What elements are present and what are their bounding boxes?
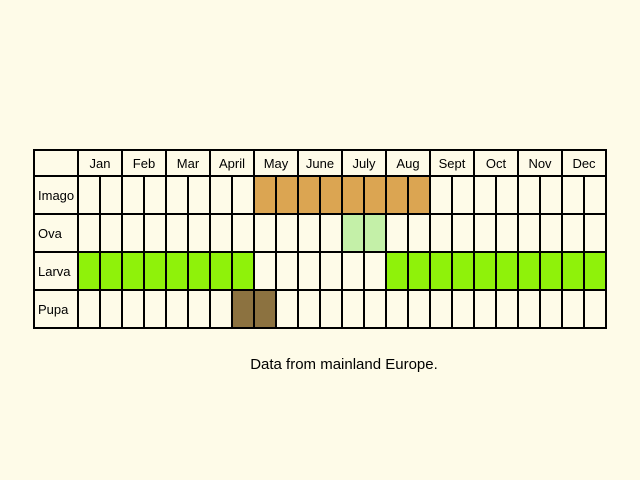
month-label: Jan [90,156,111,171]
activity-cell-larva [166,252,188,290]
month-label: April [219,156,245,171]
month-label: Nov [528,156,552,171]
stage-label: Pupa [38,302,69,317]
chart-caption: Data from mainland Europe. [250,356,438,373]
activity-cell-ova [342,214,364,252]
activity-cell-larva [386,252,408,290]
activity-cell-larva [210,252,232,290]
month-label: Oct [486,156,507,171]
activity-cell-larva [188,252,210,290]
activity-cell-ova [364,214,386,252]
activity-cell-larva [430,252,452,290]
activity-cell-larva [584,252,606,290]
activity-cell-larva [540,252,562,290]
activity-cell-pupa [254,290,276,328]
stage-label: Larva [38,264,71,279]
month-label: Mar [177,156,200,171]
month-label: May [264,156,289,171]
month-label: July [352,156,376,171]
activity-cell-larva [78,252,100,290]
activity-cell-imago [408,176,430,214]
activity-cell-larva [232,252,254,290]
activity-cell-imago [320,176,342,214]
activity-cell-larva [452,252,474,290]
activity-cell-imago [342,176,364,214]
month-label: Feb [133,156,155,171]
activity-cell-larva [518,252,540,290]
activity-cell-imago [276,176,298,214]
month-label: June [306,156,334,171]
month-label: Aug [396,156,419,171]
stage-label: Ova [38,226,63,241]
stage-label: Imago [38,188,74,203]
activity-cell-larva [408,252,430,290]
activity-cell-larva [474,252,496,290]
activity-cell-imago [386,176,408,214]
activity-cell-larva [122,252,144,290]
month-label: Dec [572,156,596,171]
activity-cell-larva [496,252,518,290]
month-label: Sept [439,156,466,171]
activity-cell-larva [144,252,166,290]
activity-cell-imago [364,176,386,214]
activity-cell-imago [254,176,276,214]
activity-cell-pupa [232,290,254,328]
activity-cell-larva [562,252,584,290]
activity-cell-imago [298,176,320,214]
activity-cell-larva [100,252,122,290]
